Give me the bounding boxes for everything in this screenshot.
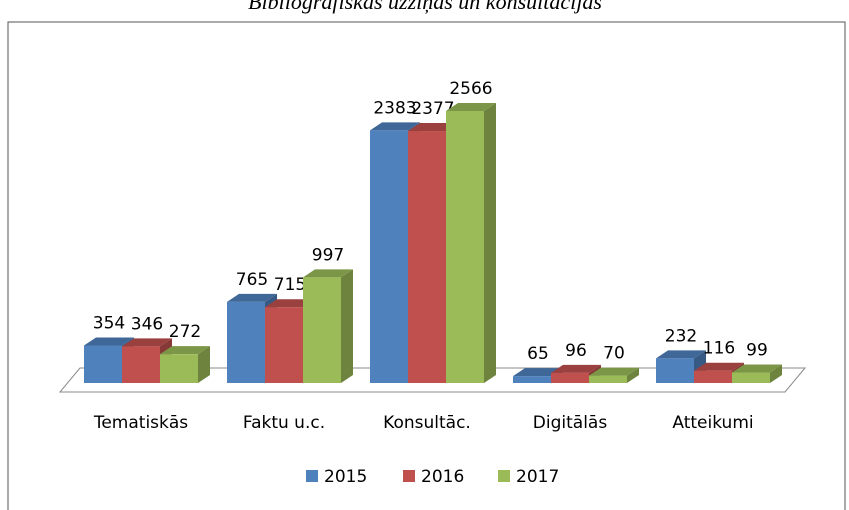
legend-swatch — [498, 470, 510, 482]
data-label: 65 — [527, 344, 549, 364]
bar — [227, 301, 265, 383]
bar — [303, 277, 341, 383]
data-label: 346 — [131, 314, 163, 334]
bar — [732, 372, 770, 383]
data-label: 2383 — [373, 98, 416, 118]
legend-swatch — [306, 470, 318, 482]
bar — [446, 111, 484, 383]
bar-top — [303, 269, 353, 278]
bar-top — [160, 346, 210, 355]
bar-top — [265, 299, 315, 308]
data-label: 354 — [93, 313, 125, 333]
legend-swatch — [403, 470, 415, 482]
data-label: 99 — [746, 341, 768, 361]
bar-top — [84, 337, 134, 346]
bar-top — [370, 122, 420, 131]
bar-side — [627, 367, 639, 383]
bar — [694, 370, 732, 383]
chart-title: Bibliogrāfiskās uzziņas un konsultācijas — [248, 0, 602, 14]
data-label: 272 — [169, 322, 201, 342]
legend-label: 2015 — [324, 467, 367, 487]
chart-frame — [7, 21, 846, 510]
bar-top — [694, 362, 744, 371]
bar-top — [589, 367, 639, 376]
bar-top — [122, 338, 172, 347]
bar-top — [446, 103, 496, 111]
bar-top — [551, 364, 601, 373]
x-tick-label: Atteikumi — [672, 413, 753, 433]
data-label: 232 — [665, 326, 697, 346]
data-label: 96 — [565, 341, 587, 361]
data-label: 765 — [236, 270, 268, 290]
bar — [589, 375, 627, 383]
data-label: 2566 — [449, 79, 492, 99]
bar-top — [408, 123, 458, 132]
bar — [656, 358, 694, 383]
bar — [84, 345, 122, 383]
x-tick-label: Konsultāc. — [383, 413, 471, 433]
bar-side — [198, 346, 210, 383]
bar — [122, 346, 160, 383]
bar-top — [732, 364, 782, 373]
x-tick-label: Faktu u.c. — [243, 413, 325, 433]
bar — [408, 131, 446, 383]
bar-side — [484, 103, 496, 383]
data-label: 70 — [603, 344, 625, 364]
data-label: 116 — [703, 339, 735, 359]
x-tick-label: Tematiskās — [93, 413, 188, 433]
bar-top — [513, 368, 563, 377]
legend-label: 2016 — [421, 467, 464, 487]
bar-top — [227, 293, 277, 302]
bar-side — [341, 269, 353, 383]
bar — [160, 354, 198, 383]
x-tick-label: Digitālās — [533, 413, 608, 433]
bar — [370, 130, 408, 383]
bar-top — [656, 350, 706, 359]
bar — [265, 307, 303, 383]
bar — [551, 372, 589, 383]
bar — [513, 376, 551, 383]
data-label: 2377 — [411, 99, 454, 119]
data-label: 997 — [312, 245, 344, 265]
legend-label: 2017 — [516, 467, 559, 487]
bar-side — [770, 364, 782, 383]
data-label: 715 — [274, 275, 306, 295]
